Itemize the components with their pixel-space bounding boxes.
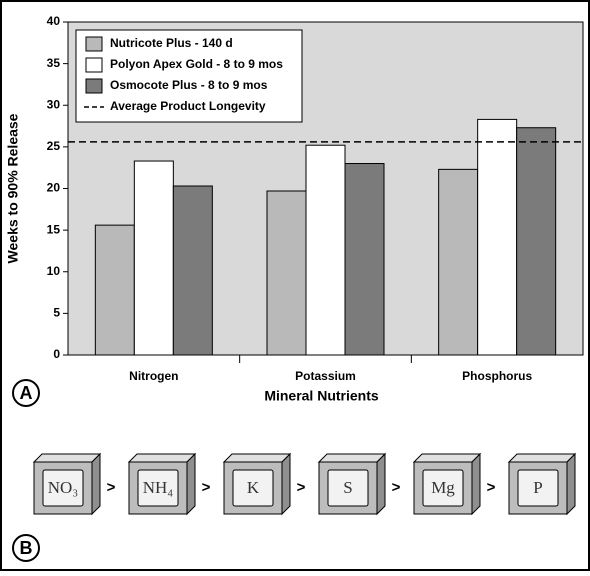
block-side (377, 454, 385, 514)
block-label: P (533, 478, 542, 497)
figure: 0 5 10 15 20 25 30 35 40 Weeks to 90% Release Mine… (0, 0, 590, 571)
x-tick-label: Nitrogen (129, 369, 178, 383)
block-top (509, 454, 575, 462)
block-side (92, 454, 100, 514)
x-tick-label: Potassium (295, 369, 356, 383)
x-axis-title: Mineral Nutrients (264, 388, 379, 404)
block-top (414, 454, 480, 462)
legend-label: Nutricote Plus - 140 d (110, 36, 233, 50)
legend-swatch (86, 58, 102, 72)
bar (134, 161, 173, 355)
y-axis-title: Weeks to 90% Release (5, 113, 21, 263)
block-label: NO₃ (48, 478, 79, 497)
separator: > (297, 479, 306, 496)
block-label: K (247, 478, 260, 497)
chart: 0 5 10 15 20 25 30 35 40 Weeks to 90% Release Mine… (5, 14, 583, 404)
y-tick-label: 30 (47, 97, 61, 111)
block-label: Mg (431, 478, 455, 497)
x-tick-label: Phosphorus (462, 369, 532, 383)
block-side (187, 454, 195, 514)
block-top (224, 454, 290, 462)
separator: > (202, 479, 211, 496)
y-tick-label: 20 (47, 181, 61, 195)
block-side (567, 454, 575, 514)
bar (95, 225, 134, 355)
separator: > (392, 479, 401, 496)
block-label: NH₄ (143, 478, 174, 497)
bar (478, 119, 517, 355)
y-tick-label: 35 (47, 56, 61, 70)
separator: > (107, 479, 116, 496)
block-label: S (343, 478, 352, 497)
legend-label: Polyon Apex Gold - 8 to 9 mos (110, 57, 283, 71)
legend-label: Osmocote Plus - 8 to 9 mos (110, 78, 268, 92)
bar (173, 186, 212, 355)
y-tick-label: 15 (47, 222, 61, 236)
block-top (319, 454, 385, 462)
block-top (129, 454, 195, 462)
y-tick-label: 10 (47, 264, 61, 278)
block-side (282, 454, 290, 514)
bar (306, 145, 345, 355)
y-tick-label: 5 (53, 306, 60, 320)
panel-label: B (20, 538, 33, 558)
bar (517, 128, 556, 355)
bar (439, 169, 478, 355)
y-tick-label: 25 (47, 139, 61, 153)
legend-swatch (86, 37, 102, 51)
y-tick-label: 40 (47, 14, 61, 28)
legend-swatch (86, 79, 102, 93)
separator: > (487, 479, 496, 496)
legend-label: Average Product Longevity (110, 99, 266, 113)
block-side (472, 454, 480, 514)
y-tick-label: 0 (53, 347, 60, 361)
bar (345, 164, 384, 355)
block-top (34, 454, 100, 462)
bar (267, 191, 306, 355)
panel-label: A (20, 383, 33, 403)
